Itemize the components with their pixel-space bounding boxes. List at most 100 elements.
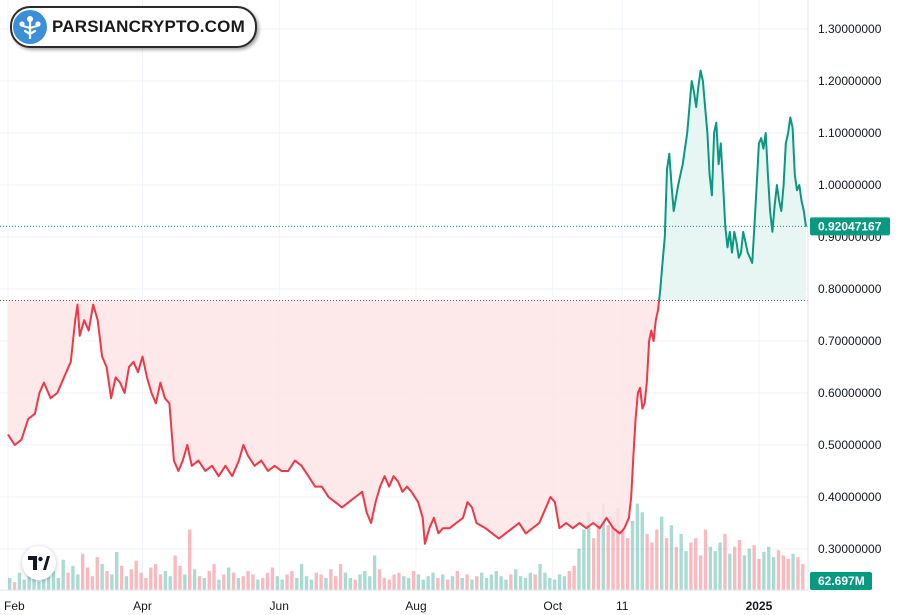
volume-bar [392,574,396,590]
volume-bar [567,571,571,590]
volume-bar [577,548,581,590]
volume-bar [202,577,206,590]
last-price-label: 0.92047167 [818,219,882,233]
volume-bar [470,579,474,590]
volume-bar [416,574,421,590]
volume-bar [489,574,494,590]
price-areas [8,70,806,544]
volume-bar [66,572,70,590]
volume-bar [129,569,134,590]
volume-bar [100,564,104,590]
volume-bar [621,529,625,590]
volume-bar [153,564,158,590]
volume-bar [669,525,674,590]
volume-bar [353,579,357,590]
volume-bar [499,576,503,590]
volume-bar [119,565,124,590]
volume-bar [713,551,717,590]
volume-bar [645,533,649,590]
y-tick-label: 0.50000000 [818,438,882,452]
volume-bar [334,576,338,590]
volume-bar [771,557,776,590]
volume-bar [431,572,435,590]
x-tick-label: Feb [4,599,25,613]
volume-bar [42,576,46,590]
y-tick-label: 1.30000000 [818,22,882,36]
price-axis[interactable]: 1.30000000 1.20000000 1.10000000 1.00000000… [807,0,882,590]
volume-bar [767,546,771,590]
volume-bar [27,574,31,590]
volume-bar [295,577,299,590]
volume-bar [192,569,197,590]
volume-bar [183,574,187,590]
volume-bar [71,565,75,590]
time-axis[interactable]: Feb Apr Jun Aug Oct 11 2025 [0,589,808,613]
volume-bar [314,572,318,590]
volume-bar [329,569,333,590]
volume-bar [51,571,56,590]
volume-bar [236,577,241,590]
volume-bar [538,564,542,590]
last-price-badge: 0.92047167 [810,217,890,236]
volume-bar [188,529,192,590]
volume-bar [222,574,226,590]
volume-bar [407,577,411,590]
volume-bar [309,579,314,590]
volume-bar [523,577,528,590]
volume-bar [285,574,289,590]
volume-bar [144,577,148,590]
price-line-down [7,300,661,545]
volume-bar [708,546,713,590]
y-tick-label: 1.20000000 [818,74,882,88]
volume-bar [552,579,557,590]
volume-bar [742,555,747,590]
volume-bar [377,569,382,590]
volume-bar [703,529,708,590]
volume-bar [197,576,202,590]
volume-bar [528,572,533,590]
volume-bar [231,572,236,590]
volume-bar [781,555,786,590]
x-tick-label: Aug [405,599,426,613]
volume-bar [46,564,51,590]
volume-bar [543,572,547,590]
volume-bar [12,582,17,590]
tradingview-icon[interactable] [22,546,56,580]
volume-bar [17,572,22,590]
y-tick-label: 0.40000000 [818,490,882,504]
volume-bar [90,576,95,590]
y-tick-label: 0.80000000 [818,282,882,296]
brand-logo[interactable]: PARSIANCRYPTO.COM [10,6,257,48]
tree-people-icon [13,10,47,44]
x-tick-label: 2025 [746,599,773,613]
y-tick-label: 1.00000000 [818,178,882,192]
volume-bar [796,557,800,590]
volume-bar [411,571,416,590]
volume-bar [562,576,567,590]
volume-bar [582,529,586,590]
volume-bar [494,571,498,590]
volume-bar [22,579,26,590]
volume-bar [80,553,85,590]
volume-bar [363,571,367,590]
volume-bar [178,565,182,590]
price-line-up [658,69,807,301]
volume-bar [747,548,751,590]
volume-bar [460,577,464,590]
volume-bar [718,542,722,590]
volume-bar [630,520,635,590]
volume-bar [217,579,221,590]
volume-bar [776,550,781,590]
volume-bar [601,503,605,590]
volume-bar [611,516,615,590]
volume-bar [616,507,620,590]
volume-bar [124,576,129,590]
volume-bar [319,574,323,590]
volume-bar [37,581,41,590]
volume-bar [61,559,65,590]
volume-bar [728,553,732,590]
volume-bar [226,567,231,590]
volume-bar [752,545,756,590]
volume-bar [698,555,703,590]
